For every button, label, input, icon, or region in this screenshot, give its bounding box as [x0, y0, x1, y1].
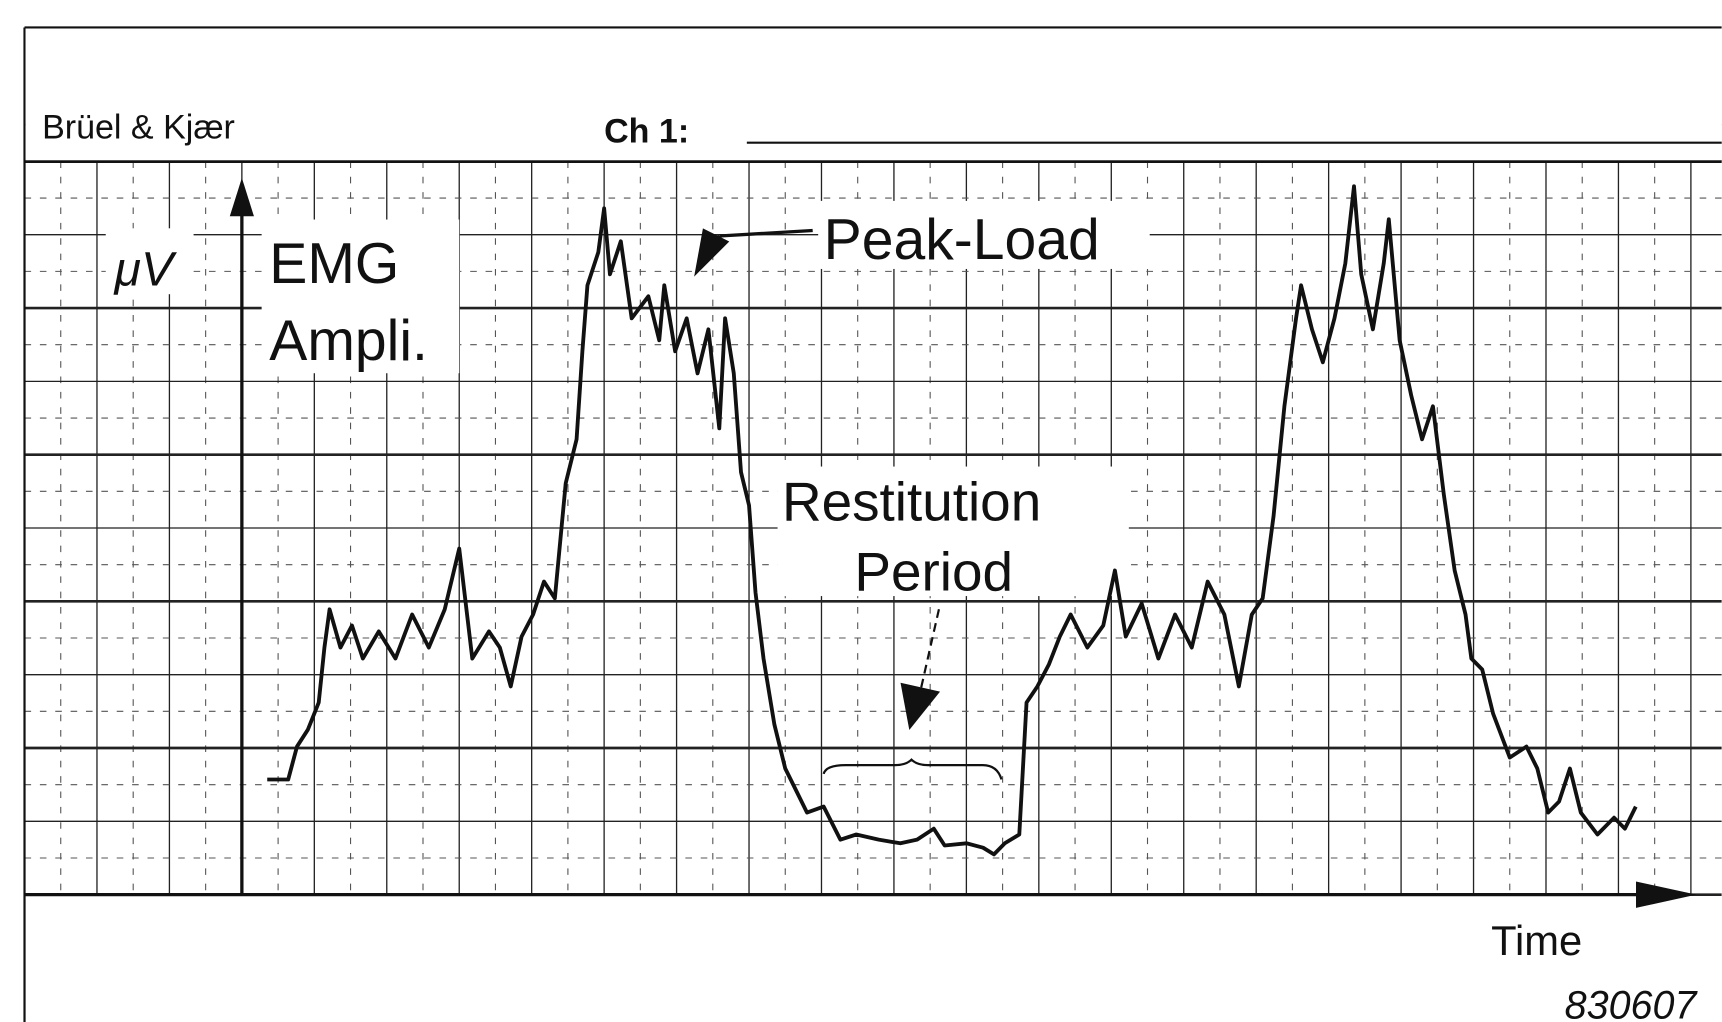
label-bg: [261, 219, 460, 374]
annotation: Period: [854, 541, 1013, 603]
emg-trace: [267, 184, 1638, 857]
channel-label: Ch 1:: [604, 113, 689, 151]
annotation-arrow: [719, 228, 813, 238]
y-axis-arrow: [229, 177, 254, 217]
y-label: Ampli.: [269, 309, 428, 373]
x-axis-arrow: [1636, 881, 1697, 908]
arrowhead: [694, 228, 730, 277]
brand: Brüel & Kjær: [42, 108, 235, 146]
bracket: [822, 758, 1003, 780]
annotation-arrow: [919, 609, 941, 692]
arrowhead: [900, 682, 941, 730]
annotation: Peak-Load: [824, 208, 1100, 272]
label-bg: [818, 200, 1150, 269]
header-bg: [25, 28, 1722, 161]
y-unit: μV: [113, 242, 177, 296]
label-bg: [777, 466, 1129, 597]
label-bg: [105, 228, 194, 295]
annotation: Restitution: [782, 470, 1041, 532]
trace-layer: [24, 177, 1697, 908]
figure-id: 830607: [1565, 984, 1699, 1022]
y-label: EMG: [269, 232, 399, 296]
x-label: Time: [1491, 917, 1582, 964]
